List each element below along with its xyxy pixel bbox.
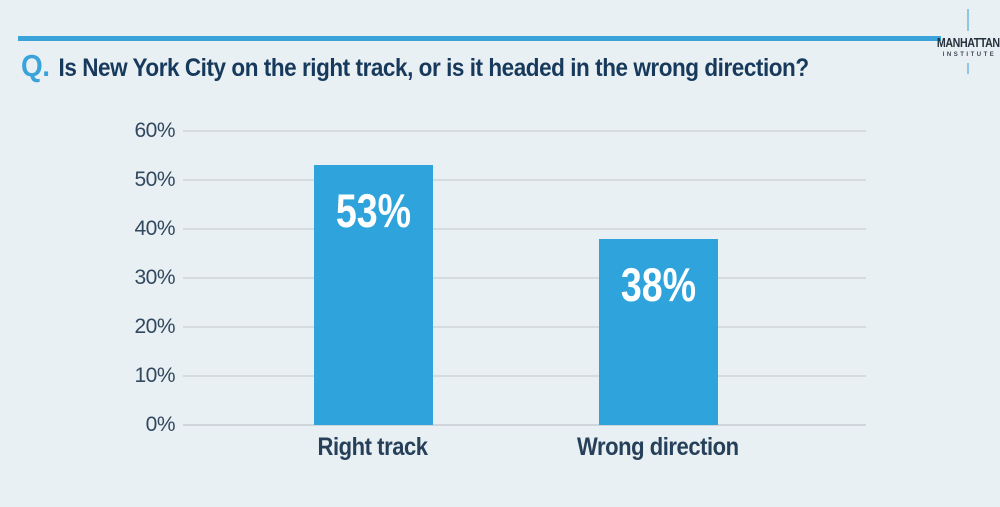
logo-tick-top bbox=[967, 9, 969, 31]
category-label: Right track bbox=[317, 433, 429, 461]
y-tick-label: 0% bbox=[145, 413, 176, 436]
bar-right-track: 53% bbox=[313, 165, 433, 425]
category-label: Wrong direction bbox=[577, 433, 739, 461]
y-tick-label: 60% bbox=[134, 119, 175, 142]
gridline bbox=[183, 424, 866, 426]
header-rule bbox=[18, 36, 941, 41]
y-tick-label: 10% bbox=[134, 364, 175, 387]
bar-value-label: 53% bbox=[335, 184, 411, 238]
gridline bbox=[183, 130, 866, 132]
logo-tick-bottom bbox=[967, 63, 969, 74]
logo-subname: INSTITUTE bbox=[942, 52, 997, 58]
logo-name: MANHATTAN bbox=[936, 35, 1000, 50]
manhattan-institute-logo: MANHATTAN INSTITUTE bbox=[937, 9, 1000, 74]
bar-wrong-direction: 38% bbox=[598, 238, 718, 425]
gridline bbox=[183, 277, 866, 279]
gridline bbox=[183, 228, 866, 230]
bar-value-label: 38% bbox=[620, 257, 696, 311]
y-tick-label: 30% bbox=[134, 266, 175, 289]
question-header: Q. Is New York City on the right track, … bbox=[21, 48, 809, 84]
gridline bbox=[183, 326, 866, 328]
page-title: Is New York City on the right track, or … bbox=[58, 54, 810, 82]
y-tick-label: 40% bbox=[134, 217, 175, 240]
gridline bbox=[183, 179, 866, 181]
gridline bbox=[183, 375, 866, 377]
y-tick-label: 50% bbox=[134, 168, 175, 191]
q-label: Q. bbox=[21, 48, 50, 83]
y-tick-label: 20% bbox=[134, 315, 175, 338]
